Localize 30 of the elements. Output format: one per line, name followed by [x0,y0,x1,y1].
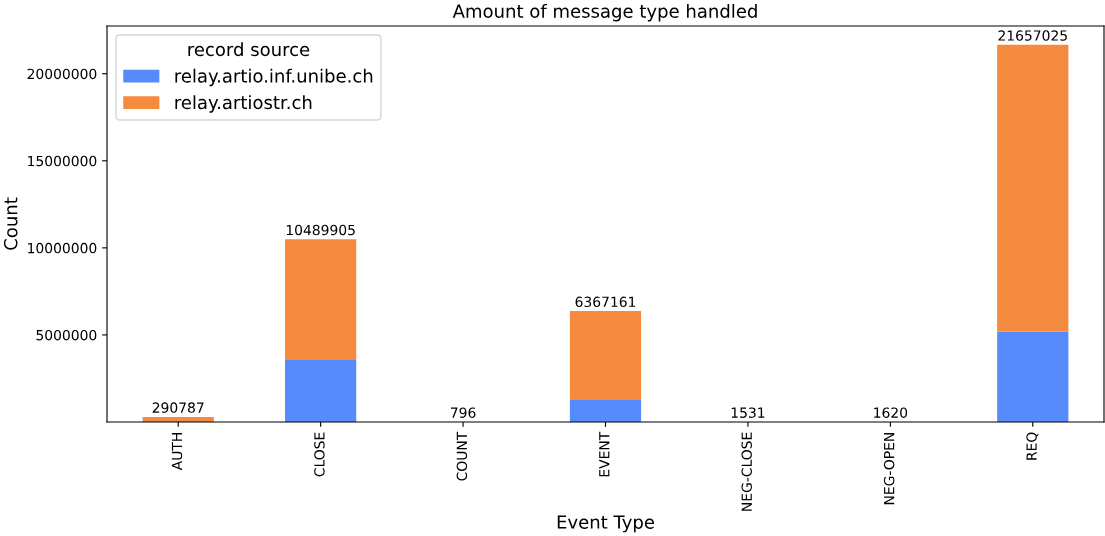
x-tick-label: EVENT [599,431,610,477]
total-label: 290787 [152,402,204,413]
bar [569,311,642,400]
legend-label: relay.artio.inf.unibe.ch [175,68,373,87]
x-tick-label: CLOSE [314,432,325,477]
total-label: 1620 [874,407,908,418]
y-tick-label: 15000000 [28,155,97,167]
legend-label: relay.artiostr.ch [175,95,312,113]
total-label: 21657025 [998,30,1067,41]
y-tick-label: 10000000 [28,242,97,254]
x-axis-title: Event Type [557,515,654,533]
bar [569,399,642,422]
y-tick-label: 20000000 [27,68,97,80]
x-tick-label: NEG-OPEN [883,433,895,505]
chart-title: Amount of message type handled [452,3,757,22]
x-tick-label: COUNT [456,431,468,481]
bar [285,239,357,361]
bar [997,331,1069,422]
x-tick-label: AUTH [171,433,183,471]
x-tick-label: NEG-CLOSE [741,432,752,511]
total-label: 1531 [731,407,765,418]
total-label: 10489905 [286,224,355,236]
legend-title: record source [188,42,310,57]
bar [285,360,357,422]
y-axis-title: Count [3,197,18,250]
y-tick-label: 5000000 [36,329,97,341]
total-label: 6367161 [575,296,636,308]
bar [997,44,1069,332]
total-label: 796 [450,407,476,418]
x-tick-label: REQ [1026,432,1039,460]
